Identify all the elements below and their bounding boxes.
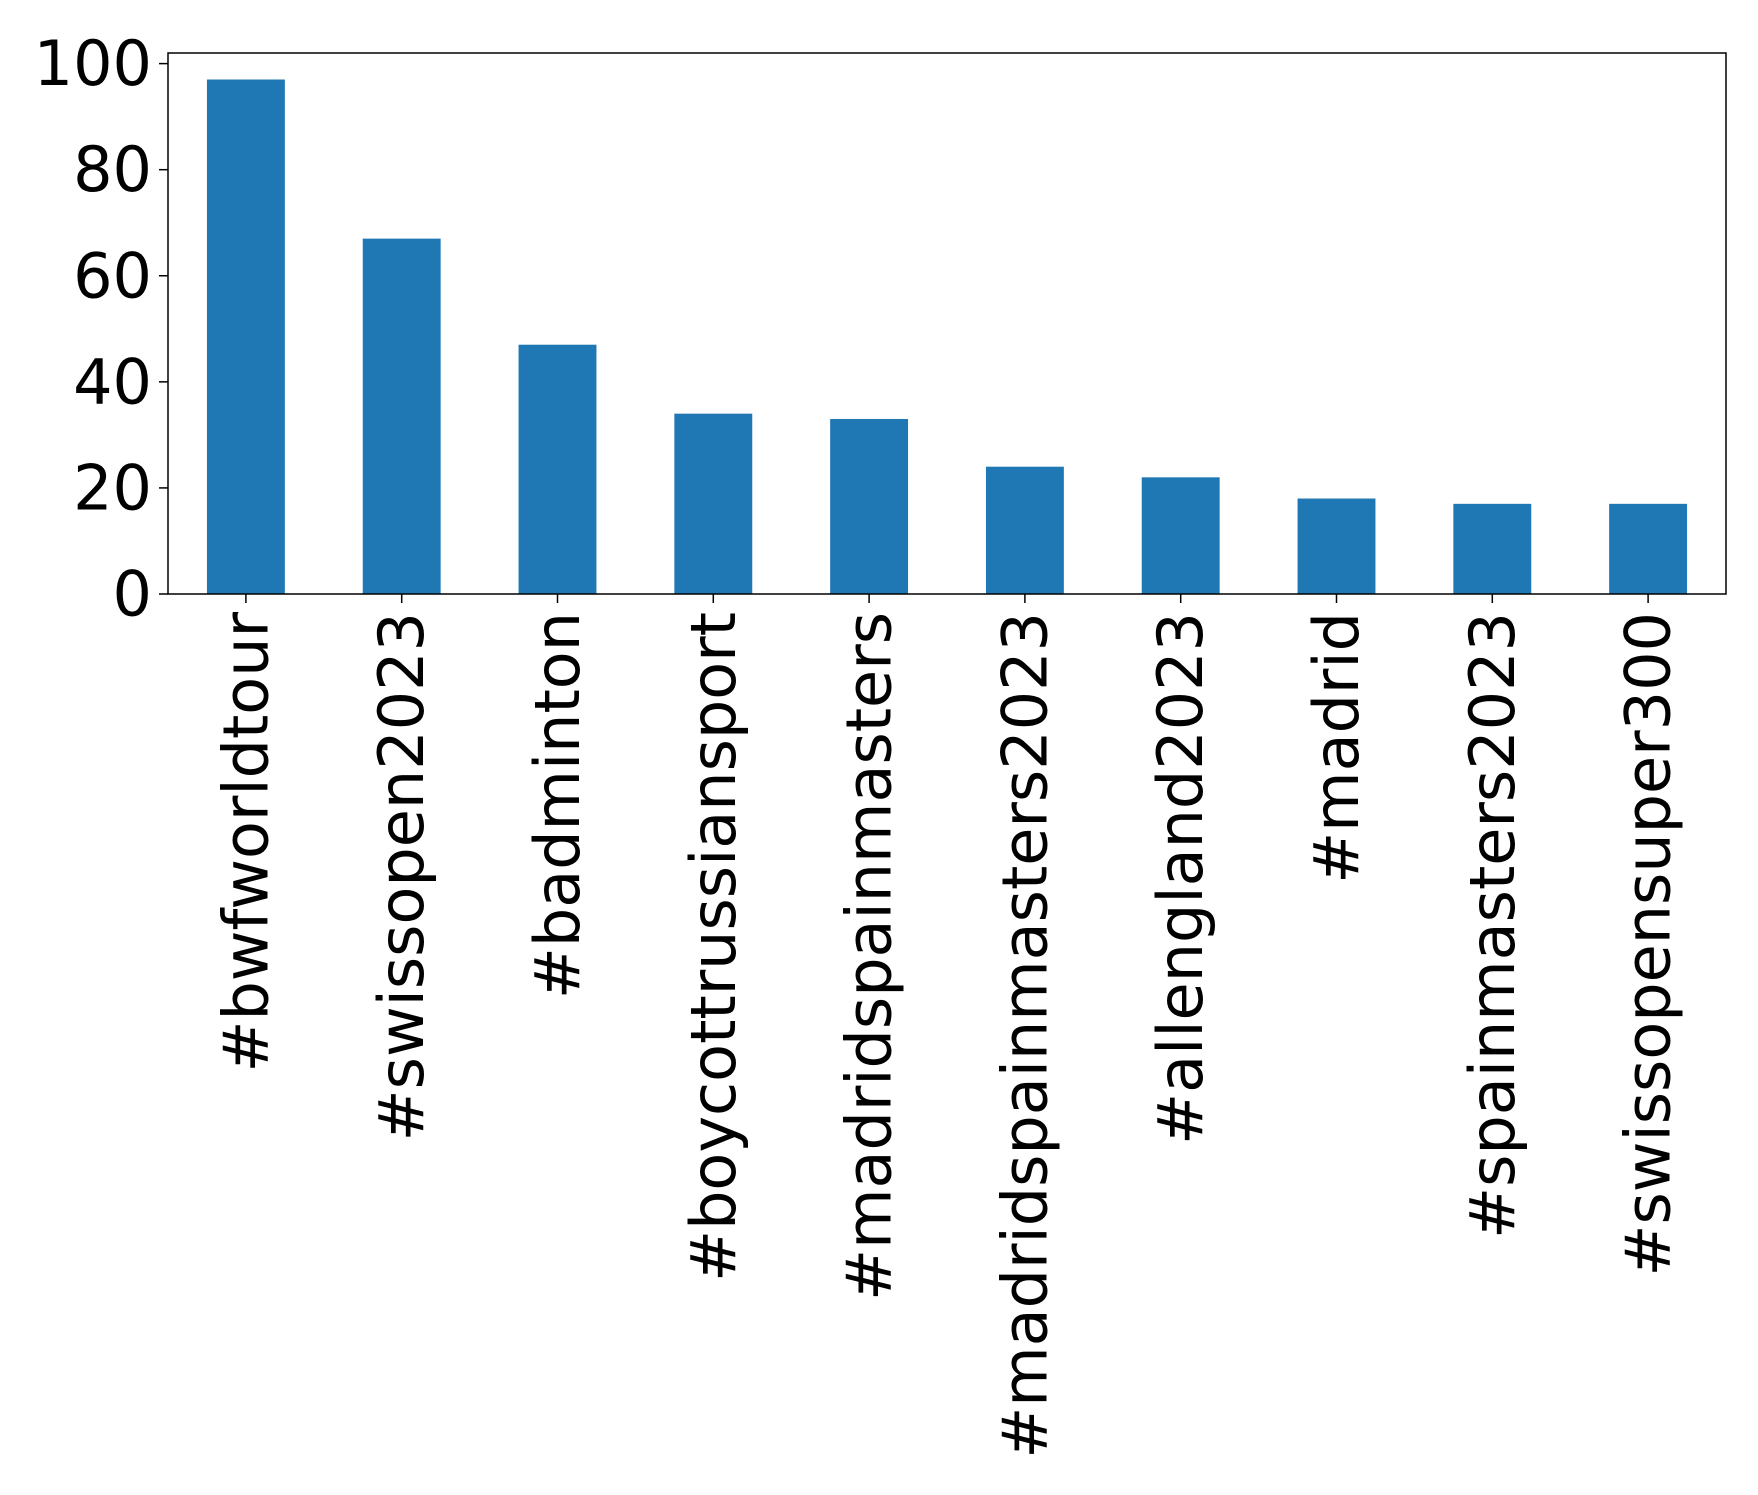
bar (362, 238, 441, 594)
bar (518, 344, 597, 594)
x-tick-label: #madrid (1300, 612, 1373, 884)
y-axis-ticks: 0 20 40 60 80 100 (34, 27, 168, 631)
bar (206, 79, 285, 595)
y-tick-label: 60 (73, 239, 152, 312)
plot-frame (167, 52, 1727, 595)
x-tick-label: #boycottrussiansport (677, 612, 750, 1282)
x-tick-label: #allengland2023 (1144, 612, 1217, 1145)
bar (1453, 503, 1532, 594)
bar (1297, 498, 1376, 594)
bar (985, 466, 1064, 594)
x-tick-label: #madridspainmasters2023 (988, 612, 1061, 1459)
y-tick-label: 0 (113, 558, 152, 631)
x-tick-label: #madridspainmasters (833, 612, 906, 1301)
bar (1141, 477, 1220, 594)
y-tick-label: 40 (73, 345, 152, 418)
bar (674, 413, 753, 594)
bar (830, 418, 909, 594)
x-tick-label: #swissopensuper300 (1612, 612, 1685, 1276)
x-tick-label: #spainmasters2023 (1456, 612, 1529, 1239)
x-tick-label: #bwfworldtour (209, 612, 282, 1073)
x-tick-label: #badminton (521, 612, 594, 999)
bar (1609, 503, 1688, 594)
x-tick-label: #swissopen2023 (365, 612, 438, 1141)
y-tick-label: 100 (34, 27, 152, 100)
y-tick-label: 20 (73, 451, 152, 524)
y-tick-label: 80 (73, 133, 152, 206)
bars-group (206, 79, 1688, 595)
x-axis-ticks: #bwfworldtour #swissopen2023 #badminton #bo… (209, 594, 1685, 1459)
